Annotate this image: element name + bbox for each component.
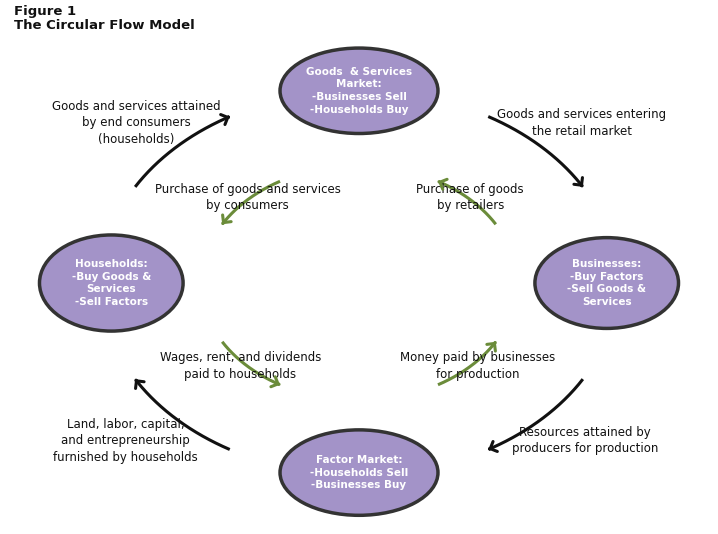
Text: Purchase of goods and services
by consumers: Purchase of goods and services by consum… [155, 183, 340, 213]
Ellipse shape [39, 235, 183, 331]
Text: Wages, rent, and dividends
paid to households: Wages, rent, and dividends paid to house… [160, 351, 321, 381]
Text: Resources attained by
producers for production: Resources attained by producers for prod… [512, 426, 658, 456]
Text: Factor Market:
-Households Sell
-Businesses Buy: Factor Market: -Households Sell -Busines… [310, 455, 408, 490]
Text: Businesses:
-Buy Factors
-Sell Goods &
Services: Businesses: -Buy Factors -Sell Goods & S… [567, 259, 646, 307]
Text: Goods  & Services
Market:
-Businesses Sell
-Households Buy: Goods & Services Market: -Businesses Sel… [306, 67, 412, 115]
Text: Figure 1: Figure 1 [14, 5, 77, 18]
Text: Goods and services attained
by end consumers
(households): Goods and services attained by end consu… [52, 100, 220, 146]
Text: The Circular Flow Model: The Circular Flow Model [14, 19, 195, 32]
Ellipse shape [535, 238, 679, 328]
Text: Households:
-Buy Goods &
Services
-Sell Factors: Households: -Buy Goods & Services -Sell … [72, 259, 151, 307]
Ellipse shape [280, 430, 438, 515]
Text: Money paid by businesses
for production: Money paid by businesses for production [400, 351, 555, 381]
Text: Purchase of goods
by retailers: Purchase of goods by retailers [416, 183, 524, 213]
Text: Land, labor, capital,
and entrepreneurship
furnished by households: Land, labor, capital, and entrepreneursh… [53, 418, 198, 464]
Text: Goods and services entering
the retail market: Goods and services entering the retail m… [497, 108, 666, 138]
Ellipse shape [280, 48, 438, 134]
